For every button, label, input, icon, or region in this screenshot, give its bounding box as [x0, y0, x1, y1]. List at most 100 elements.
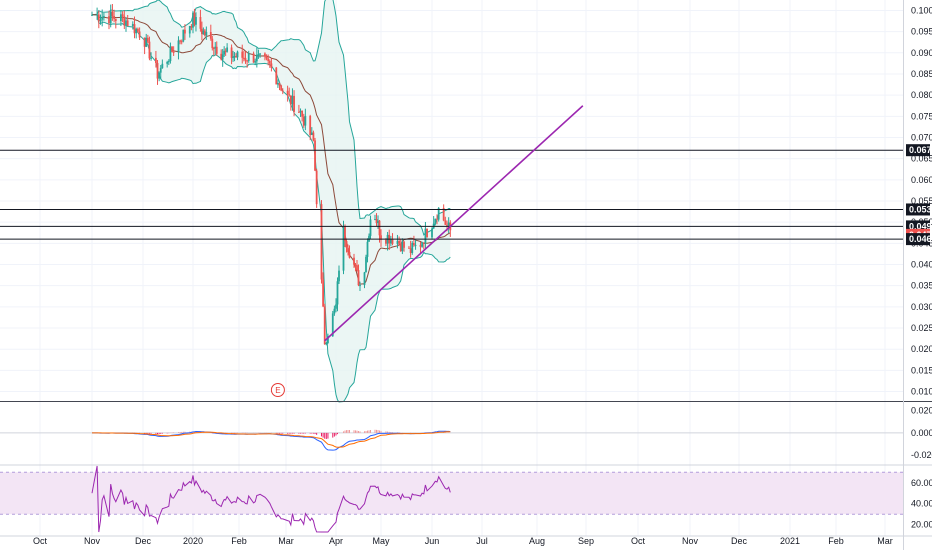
bollinger-upper [91, 0, 451, 236]
candle-body [409, 248, 412, 254]
candle-body [167, 61, 170, 63]
rsi-panel[interactable] [0, 465, 903, 533]
candle-body [434, 218, 437, 224]
level-badge [906, 233, 930, 246]
candle-body [310, 132, 313, 135]
candle-body [241, 51, 244, 58]
candle-body [436, 218, 438, 220]
candle-body [426, 228, 428, 238]
level-badge [906, 144, 930, 157]
candle-body [363, 272, 366, 286]
candle-body [113, 16, 115, 19]
candle-body [315, 170, 318, 205]
candle-body [246, 60, 249, 62]
candle-body [344, 226, 346, 241]
x-axis-tick-label: Mar [877, 536, 893, 546]
candle-body [257, 54, 260, 56]
price-tick-label: 0.070 [911, 132, 932, 142]
candle-body [336, 281, 339, 305]
candle-body [193, 12, 196, 25]
candle-body [348, 251, 351, 258]
price-tick-label: 0.100 [911, 5, 932, 15]
candle-body [411, 243, 414, 254]
trendline [324, 105, 584, 342]
price-tick-label: 0.080 [911, 90, 932, 100]
price-panel[interactable]: E [0, 0, 903, 403]
candle-body [161, 63, 164, 69]
price-tick-label: 0.075 [911, 111, 932, 121]
candle-body [99, 19, 102, 22]
candle-body [280, 85, 283, 91]
macd-tick-label: -0.020 [911, 450, 932, 460]
candle-body [421, 242, 424, 247]
candle-body [224, 50, 227, 52]
price-tick-label: 0.035 [911, 281, 932, 291]
candle-body [314, 140, 316, 171]
earnings-marker [270, 383, 285, 397]
candle-body [353, 257, 355, 265]
candle-body [399, 243, 402, 252]
candle-body [374, 219, 376, 221]
candle-body [365, 256, 367, 273]
candle-body [413, 243, 415, 245]
candle-body [291, 95, 294, 105]
bollinger-basis [91, 14, 451, 285]
candle-body [252, 53, 255, 63]
candle-body [145, 37, 148, 47]
price-tick-label: 0.020 [911, 344, 932, 354]
x-axis-tick-label: Nov [84, 536, 101, 546]
candle-body [327, 336, 329, 343]
candle-body [97, 14, 100, 22]
x-axis-tick-label: Apr [329, 536, 343, 546]
macd-panel[interactable] [0, 429, 903, 451]
candle-body [342, 226, 345, 271]
price-tick-label: 0.055 [911, 196, 932, 206]
candle-body [108, 16, 110, 24]
rsi-line [91, 465, 451, 533]
candle-body [111, 11, 114, 17]
candle-body [109, 11, 112, 24]
candle-body [323, 306, 326, 345]
candle-body [179, 40, 181, 42]
candle-body [188, 26, 191, 34]
x-axis-tick-label: Dec [731, 536, 748, 546]
level-badge [906, 203, 930, 216]
earnings-marker-label: E [275, 386, 280, 395]
candle-body [126, 20, 129, 26]
candle-body [288, 94, 291, 96]
candle-body [380, 235, 382, 240]
candle-body [281, 90, 284, 92]
x-axis-tick-label: Jun [425, 536, 440, 546]
price-tick-label: 0.025 [911, 323, 932, 333]
candle-body [414, 244, 417, 246]
candle-body [182, 29, 185, 42]
candle-body [301, 110, 304, 117]
candle-body [369, 219, 372, 236]
candle-body [192, 12, 194, 28]
macd-tick-label: 0.020 [911, 406, 932, 416]
price-tick-label: 0.040 [911, 260, 932, 270]
candle-body [101, 16, 104, 20]
candle-body [276, 82, 279, 85]
price-tick-label: 0.085 [911, 69, 932, 79]
candle-body [247, 53, 250, 61]
x-axis-tick-label: Feb [828, 536, 844, 546]
level-badge-label: 0.067 [909, 145, 932, 155]
rsi-tick-label: 40.00 [911, 499, 932, 509]
candle-body [267, 58, 270, 61]
candle-body [298, 111, 300, 113]
rsi-band [0, 472, 903, 515]
candle-body [254, 61, 257, 63]
candle-body [230, 47, 233, 58]
x-axis-tick-label: 2020 [183, 536, 203, 546]
candle-body [184, 29, 186, 34]
bollinger-fill [92, 0, 451, 402]
candle-body [309, 115, 312, 135]
candle-body [289, 95, 292, 105]
candle-body [172, 51, 175, 53]
candle-body [354, 264, 357, 266]
x-axis-tick-label: Sep [578, 536, 594, 546]
candle-body [275, 67, 278, 85]
